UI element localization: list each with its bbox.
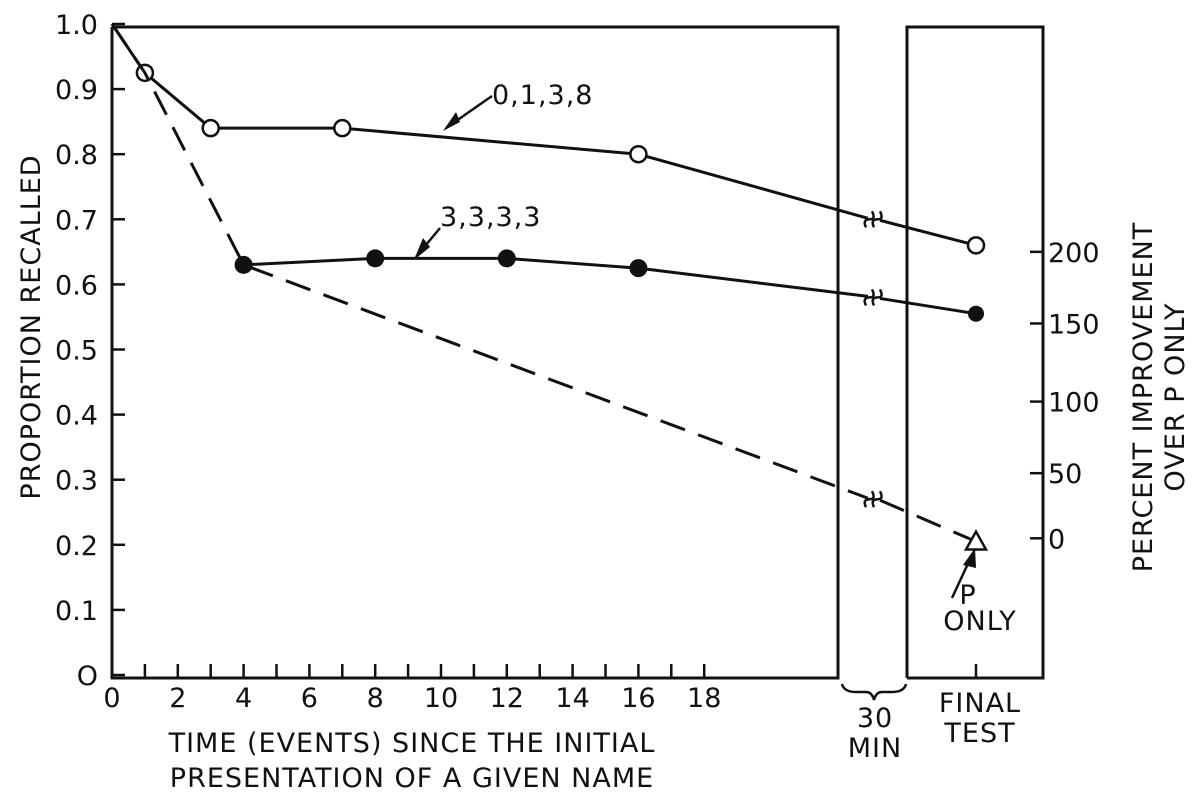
y-tick-label: 0.6 xyxy=(55,270,98,301)
data-point xyxy=(629,259,648,278)
30min-brace xyxy=(840,683,908,701)
right-axis-title-line2: OVER P ONLY xyxy=(1160,303,1191,492)
series-line xyxy=(110,23,869,220)
x-tick-label: 0 xyxy=(103,683,120,714)
x-tick-label: 16 xyxy=(621,683,655,714)
section-final-line2: TEST xyxy=(943,718,1015,749)
series-line-final xyxy=(879,498,977,543)
plot-frames xyxy=(110,25,1045,680)
series-layer xyxy=(110,23,989,551)
x-axis-ticks: 0 2 4 6 8 10 12 14 16 18 xyxy=(103,664,978,714)
right-axis-ticks: 0 50 100 150 200 xyxy=(1030,238,1100,555)
y-axis-title: PROPORTION RECALLED xyxy=(16,154,47,499)
y-tick-label: 0.4 xyxy=(55,401,98,432)
y-tick-label: 1.0 xyxy=(55,10,98,41)
right-tick-label: 100 xyxy=(1048,388,1100,419)
data-point xyxy=(333,118,352,138)
series-label-0138-arrowhead xyxy=(443,112,460,131)
axis-break-mark xyxy=(863,288,875,306)
data-point-final xyxy=(966,236,986,255)
section-final-line1: FINAL xyxy=(939,688,1021,719)
x-tick-label: 12 xyxy=(490,683,524,714)
y-tick-label: 0.1 xyxy=(55,596,98,627)
right-tick-label: 150 xyxy=(1048,309,1100,340)
series-line xyxy=(243,256,869,298)
data-point xyxy=(366,249,385,268)
x-axis-title-line1: TIME (EVENTS) SINCE THE INITIAL xyxy=(168,728,656,759)
right-tick-label: 200 xyxy=(1048,238,1100,269)
axis-break-mark xyxy=(871,210,883,228)
series-label-3333: 3,3,3,3 xyxy=(440,202,541,233)
x-tick-label: 18 xyxy=(687,683,721,714)
p-only-label-line2: ONLY xyxy=(943,606,1016,637)
data-point-final xyxy=(968,305,984,322)
data-point-final-triangle xyxy=(963,528,989,551)
y-tick-label: 0.3 xyxy=(55,466,98,497)
y-tick-label: 0.5 xyxy=(55,336,98,367)
y-tick-label: 0.2 xyxy=(55,531,98,562)
series-p-only xyxy=(110,23,989,551)
x-tick-label: 14 xyxy=(555,683,589,714)
y-tick-label: 0.7 xyxy=(55,205,98,236)
annotation-3333: 3,3,3,3 xyxy=(414,202,541,260)
right-tick-label: 0 xyxy=(1048,524,1065,555)
y-axis-ticks: O 0.1 0.2 0.3 0.4 0.5 0.6 0.7 0.8 0.9 1.0 xyxy=(55,10,125,692)
x-tick-label: 6 xyxy=(301,683,318,714)
annotation-p-only: P ONLY xyxy=(943,548,1016,637)
series-line-final xyxy=(879,296,977,316)
section-30min-line1: 30 xyxy=(857,703,893,734)
right-tick-label: 50 xyxy=(1048,459,1082,490)
data-point xyxy=(629,144,648,164)
series-line xyxy=(110,23,869,500)
x-tick-label: 10 xyxy=(424,683,458,714)
series-line-final xyxy=(879,218,977,247)
series-label-3333-arrowhead xyxy=(414,238,430,260)
p-only-label-line1: P xyxy=(959,580,976,611)
y-tick-label: 0.9 xyxy=(55,75,98,106)
section-30min-line2: MIN xyxy=(848,733,902,764)
series-3333 xyxy=(234,249,984,322)
y-tick-label: 0.8 xyxy=(55,140,98,171)
data-point xyxy=(497,249,516,268)
axis-break-mark xyxy=(871,288,883,306)
axis-break-mark xyxy=(871,490,883,508)
series-label-0138: 0,1,3,8 xyxy=(492,80,593,111)
axis-break-mark xyxy=(863,490,875,508)
data-point xyxy=(234,255,253,274)
x-axis-title-line2: PRESENTATION OF A GIVEN NAME xyxy=(170,763,654,793)
series-0138 xyxy=(110,23,986,255)
x-tick-label: 8 xyxy=(367,683,384,714)
axis-break-mark xyxy=(863,210,875,228)
y-tick-label: O xyxy=(77,661,98,692)
final-test-frame xyxy=(905,25,1045,680)
p-only-arrowhead xyxy=(963,548,976,568)
x-tick-label: 2 xyxy=(169,683,186,714)
annotation-0138: 0,1,3,8 xyxy=(443,80,593,131)
data-point xyxy=(201,118,220,138)
x-tick-label: 4 xyxy=(235,683,252,714)
right-axis-title-line1: PERCENT IMPROVEMENT xyxy=(1128,222,1159,573)
